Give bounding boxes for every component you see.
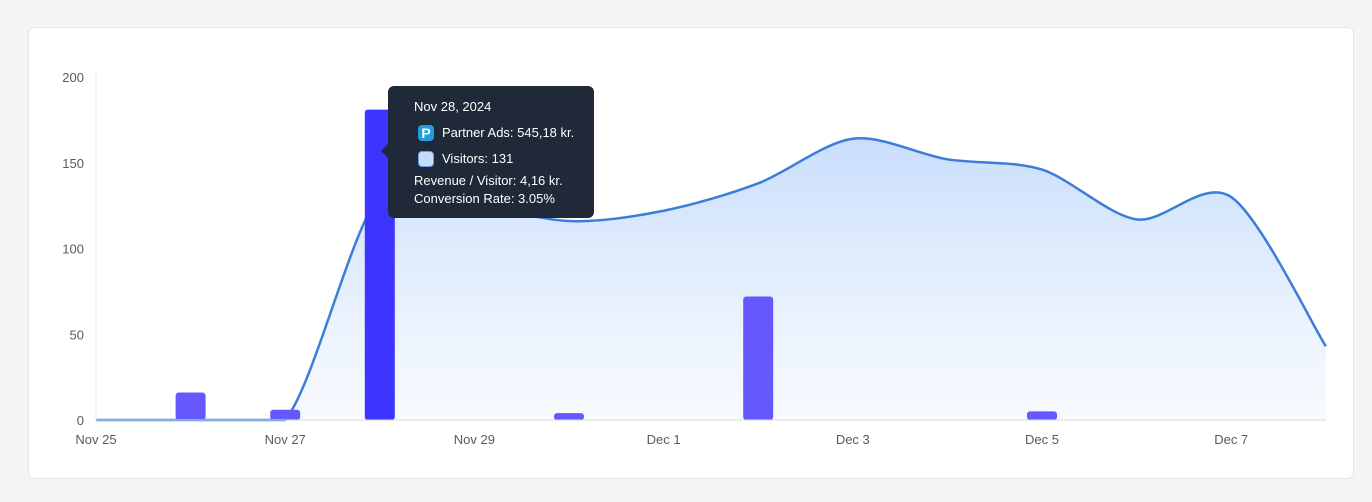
x-tick-label: Nov 29	[454, 432, 495, 447]
partner-ads-bar	[175, 392, 206, 420]
tooltip-visitors-value: Visitors: 131	[442, 151, 514, 166]
y-tick-label: 200	[62, 70, 84, 85]
visitors-area-fill	[96, 138, 1326, 421]
tooltip-conversion-rate: Conversion Rate: 3.05%	[414, 191, 555, 206]
x-tick-label: Dec 1	[647, 432, 681, 447]
partner-ads-bar	[1027, 411, 1057, 420]
y-tick-label: 100	[62, 242, 84, 257]
x-tick-label: Nov 25	[75, 432, 116, 447]
partner-ads-bar	[554, 413, 584, 420]
tooltip-partner-value: Partner Ads: 545,18 kr.	[442, 125, 575, 140]
visitors-swatch-icon	[418, 151, 434, 167]
y-tick-label: 50	[70, 327, 84, 342]
x-tick-label: Dec 7	[1214, 432, 1248, 447]
partner-ads-icon-letter: P	[421, 125, 431, 141]
tooltip-date: Nov 28, 2024	[414, 99, 492, 114]
visitors-line	[95, 137, 1327, 422]
partner-ads-bar	[364, 109, 395, 421]
x-tick-label: Nov 27	[265, 432, 306, 447]
partner-ads-bar	[743, 296, 774, 420]
x-tick-label: Dec 5	[1025, 432, 1059, 447]
tooltip-revenue-per-visitor: Revenue / Visitor: 4,16 kr.	[414, 173, 563, 188]
y-tick-label: 150	[62, 156, 84, 171]
y-tick-label: 0	[77, 413, 84, 428]
partner-ads-icon: P	[418, 125, 434, 141]
x-tick-label: Dec 3	[836, 432, 870, 447]
chart-tooltip: Nov 28, 2024 P Partner Ads: 545,18 kr. V…	[381, 86, 594, 218]
tooltip-arrow	[381, 144, 388, 158]
partner-ads-bar	[270, 409, 301, 420]
tooltip-partner-row: P Partner Ads: 545,18 kr.	[414, 120, 594, 146]
tooltip-visitors-row: Visitors: 131	[414, 146, 594, 172]
